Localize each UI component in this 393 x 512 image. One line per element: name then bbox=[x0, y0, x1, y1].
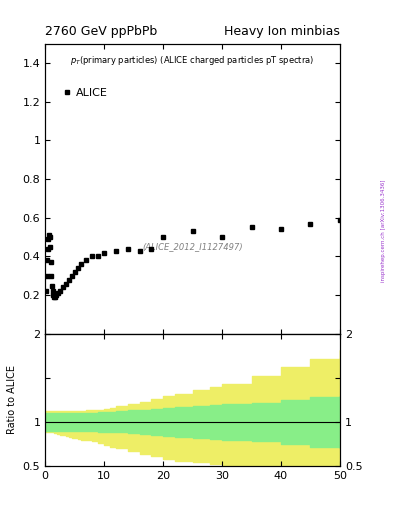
Legend: ALICE: ALICE bbox=[60, 84, 112, 103]
Text: Heavy Ion minbias: Heavy Ion minbias bbox=[224, 25, 340, 38]
Y-axis label: Ratio to ALICE: Ratio to ALICE bbox=[7, 366, 17, 434]
Text: 2760 GeV ppPbPb: 2760 GeV ppPbPb bbox=[45, 25, 158, 38]
Text: $p_T$(primary particles) (ALICE charged particles pT spectra): $p_T$(primary particles) (ALICE charged … bbox=[70, 54, 315, 67]
Text: (ALICE_2012_I1127497): (ALICE_2012_I1127497) bbox=[142, 242, 243, 251]
Text: inspirehep.cern.ch [arXiv:1306.3436]: inspirehep.cern.ch [arXiv:1306.3436] bbox=[381, 179, 386, 282]
